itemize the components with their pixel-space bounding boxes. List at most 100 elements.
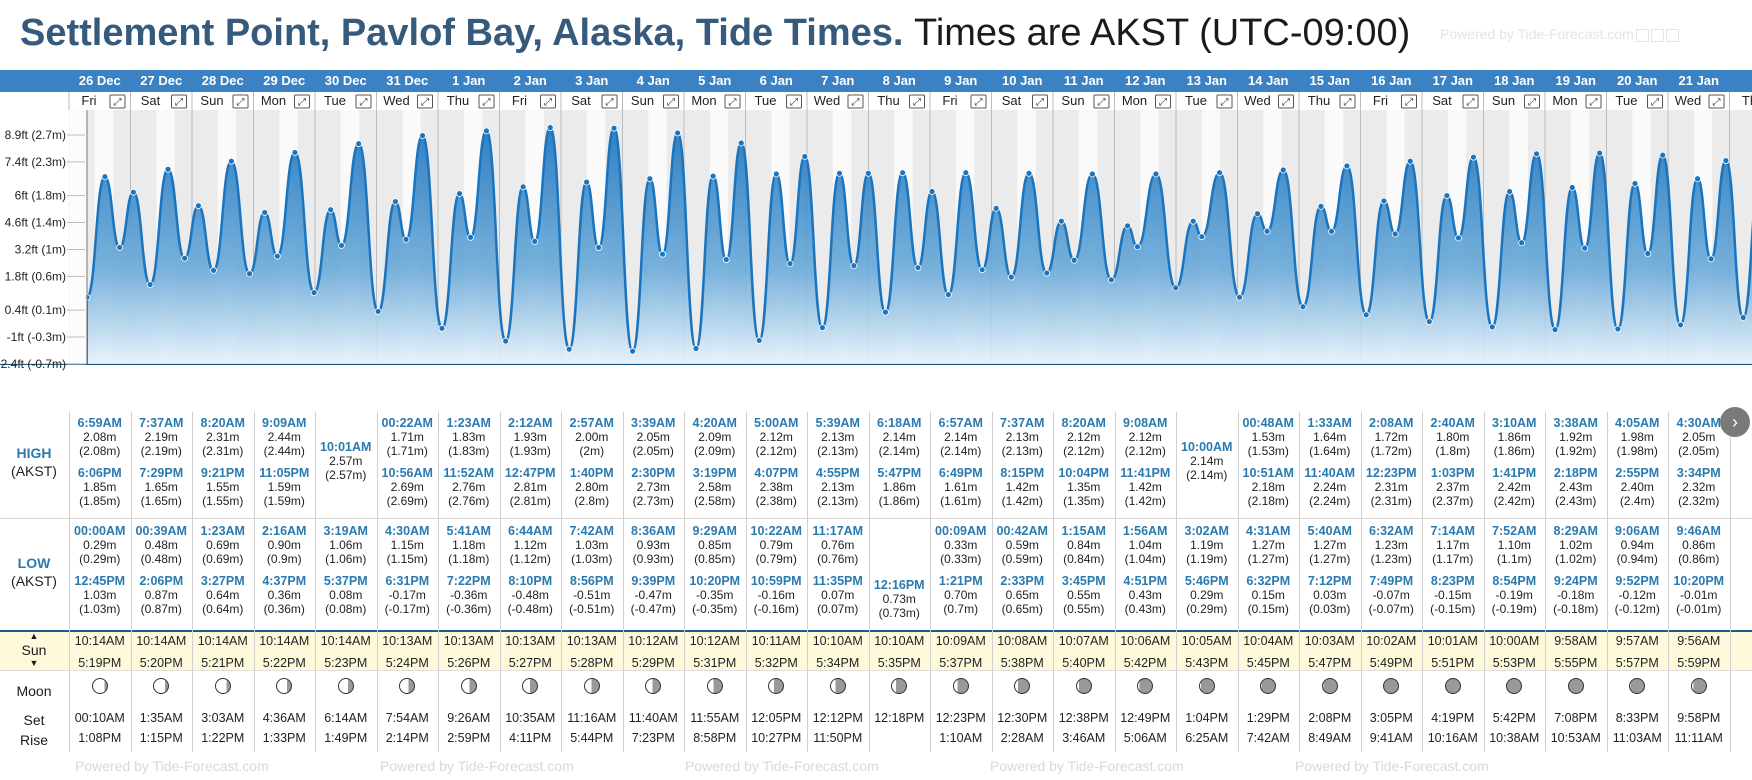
- next-page-arrow-icon[interactable]: ›: [1720, 407, 1750, 437]
- low-tide-entry: 5:41AM 1.18m (1.18m): [438, 524, 500, 566]
- tide-point: [755, 337, 763, 344]
- tide-height-paren: (2.09m): [694, 444, 736, 458]
- tide-height: 2.43m: [1559, 480, 1593, 494]
- tide-height-paren: (1.61m): [940, 494, 982, 508]
- sunset-time: 5:19PM: [78, 656, 122, 670]
- tide-time: 00:22AM: [381, 416, 433, 430]
- moon-set-time: 4:19PM: [1431, 711, 1475, 725]
- tide-time: 00:42AM: [996, 524, 1048, 538]
- sunset-time: 5:31PM: [693, 656, 737, 670]
- tide-point: [1694, 175, 1701, 183]
- expand-day-icon[interactable]: [1155, 94, 1171, 109]
- sun-times-cell: 10:03AM 5:47PM: [1299, 630, 1361, 674]
- low-tide-entry: 00:39AM 0.48m (0.48m): [131, 524, 193, 566]
- tide-time: 3:19AM: [323, 524, 368, 538]
- weekday-label: Tue: [1185, 93, 1207, 108]
- moon-cell: 8:33PM 11:03AM: [1607, 672, 1669, 748]
- column-divider: [1606, 412, 1608, 752]
- expand-day-icon[interactable]: [355, 94, 372, 109]
- expand-day-icon[interactable]: [786, 94, 802, 109]
- expand-day-icon[interactable]: [294, 94, 310, 109]
- expand-day-icon[interactable]: [1524, 94, 1540, 109]
- moon-set-time: 2:08PM: [1308, 711, 1352, 725]
- date-label: 26 Dec: [79, 73, 121, 88]
- tide-height: 1.10m: [1497, 538, 1531, 552]
- moon-cell: 1:29PM 7:42AM: [1238, 672, 1300, 748]
- tide-point: [116, 244, 124, 251]
- tide-height: 2.13m: [1005, 430, 1039, 444]
- tide-time: 11:17AM: [812, 524, 864, 538]
- tide-point: [864, 169, 872, 177]
- expand-day-icon[interactable]: [1647, 94, 1663, 109]
- moon-rise-time: 10:38AM: [1489, 731, 1540, 745]
- tide-height: 0.86m: [1682, 538, 1716, 552]
- date-label: 9 Jan: [944, 73, 977, 88]
- high-tide-entry: 6:57AM 2.14m (2.14m): [930, 416, 992, 458]
- high-tide-cell: 2:40AM 1.80m (1.8m) 1:03PM 2.37m (2.37m): [1422, 416, 1484, 516]
- tide-time: 9:46AM: [1676, 524, 1721, 538]
- expand-day-icon[interactable]: [417, 94, 433, 109]
- expand-day-icon[interactable]: [1278, 94, 1294, 109]
- tide-time: 3:34PM: [1676, 466, 1721, 480]
- expand-day-icon[interactable]: [1032, 94, 1048, 109]
- tide-height: 1.04m: [1128, 538, 1162, 552]
- tide-time: 7:37AM: [139, 416, 184, 430]
- tide-point: [1362, 311, 1370, 319]
- high-tide-entry: 4:07PM 2.38m (2.38m): [746, 466, 808, 508]
- tide-time: 3:27PM: [200, 574, 245, 588]
- expand-day-icon[interactable]: [970, 94, 987, 109]
- expand-arrow-glyph: ⤢: [1344, 97, 1352, 108]
- tide-time: 3:02AM: [1184, 524, 1229, 538]
- expand-day-icon[interactable]: [1216, 94, 1233, 109]
- moon-set-time: 12:49PM: [1120, 711, 1171, 725]
- expand-day-icon[interactable]: [109, 94, 126, 109]
- tide-height: 1.23m: [1374, 538, 1408, 552]
- tide-height: 1.55m: [206, 480, 240, 494]
- low-tide-entry: 12:16PM 0.73m (0.73m): [869, 578, 931, 620]
- tide-height-paren: (1.15m): [386, 552, 428, 566]
- tide-height: 2.32m: [1682, 480, 1716, 494]
- sunset-time: 5:49PM: [1369, 656, 1413, 670]
- tide-height-paren: (2.19m): [140, 444, 182, 458]
- tide-point: [1263, 227, 1271, 235]
- expand-day-icon[interactable]: [663, 94, 679, 109]
- tide-height-paren: (2.37m): [1432, 494, 1474, 508]
- expand-day-icon[interactable]: [1462, 94, 1479, 109]
- tide-height: 1.71m: [390, 430, 424, 444]
- expand-day-icon[interactable]: [601, 94, 618, 109]
- expand-day-icon[interactable]: [1093, 94, 1110, 109]
- expand-day-icon[interactable]: [847, 94, 864, 109]
- tide-time: 7:29PM: [139, 466, 184, 480]
- high-low-divider: [0, 518, 1752, 519]
- expand-day-icon[interactable]: [171, 94, 187, 109]
- sunrise-time: 9:58AM: [1554, 634, 1598, 648]
- expand-day-icon[interactable]: [724, 94, 741, 109]
- tide-point: [1216, 169, 1224, 177]
- tide-height: 0.55m: [1067, 588, 1101, 602]
- tide-height: 1.06m: [329, 538, 363, 552]
- expand-day-icon[interactable]: [1708, 94, 1725, 109]
- tide-height: 2.57m: [329, 454, 363, 468]
- weekday-label: Thu: [447, 93, 469, 108]
- tide-height: 0.29m: [83, 538, 117, 552]
- tide-height: -0.36m: [450, 588, 488, 602]
- tide-height: 0.36m: [267, 588, 301, 602]
- expand-day-icon[interactable]: [1585, 94, 1602, 109]
- expand-day-icon[interactable]: [909, 94, 925, 109]
- high-tide-entry: 3:19PM 2.58m (2.58m): [684, 466, 746, 508]
- expand-day-icon[interactable]: [478, 94, 495, 109]
- sunset-time: 5:34PM: [816, 656, 860, 670]
- expand-day-icon[interactable]: [1339, 94, 1356, 109]
- high-tide-cell: 4:05AM 1.98m (1.98m) 2:55PM 2.40m (2.4m): [1607, 416, 1669, 516]
- tide-time: 10:20PM: [1673, 574, 1725, 588]
- tide-time: 4:37PM: [262, 574, 307, 588]
- expand-day-icon[interactable]: [540, 94, 556, 109]
- tide-height: 1.86m: [882, 480, 916, 494]
- moon-phase-icon: [1014, 678, 1031, 694]
- tide-point: [1343, 162, 1351, 170]
- low-tide-entry: 9:46AM 0.86m (0.86m): [1668, 524, 1730, 566]
- expand-arrow-glyph: ⤢: [544, 97, 552, 108]
- expand-day-icon[interactable]: [232, 94, 249, 109]
- sunset-time: 5:40PM: [1062, 656, 1106, 670]
- expand-day-icon[interactable]: [1401, 94, 1417, 109]
